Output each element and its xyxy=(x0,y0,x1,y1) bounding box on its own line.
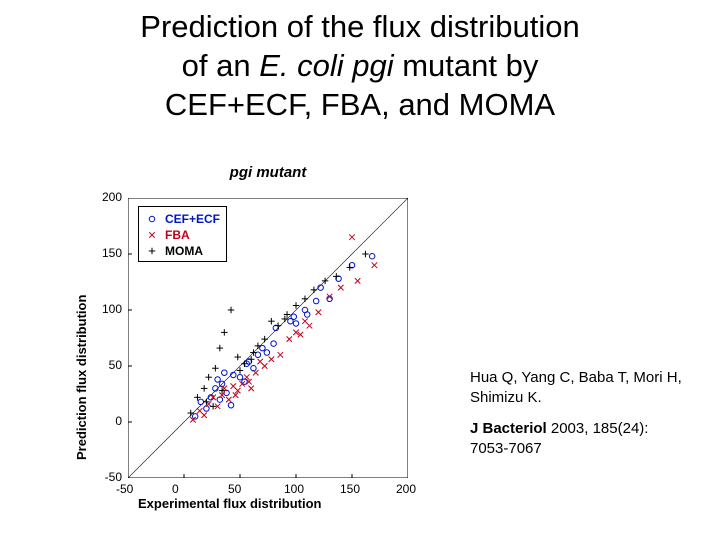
legend-item: CEF+ECF xyxy=(145,211,220,227)
citation: Hua Q, Yang C, Baba T, Mori H, Shimizu K… xyxy=(470,368,690,459)
y-tick-label: 150 xyxy=(102,246,122,260)
citation-authors: Hua Q, Yang C, Baba T, Mori H, Shimizu K… xyxy=(470,368,690,409)
y-tick-label: 200 xyxy=(102,190,122,204)
y-tick-label: -50 xyxy=(105,470,122,484)
title-line-2: of an E. coli pgi mutant by xyxy=(30,47,690,86)
legend-item: MOMA xyxy=(145,243,220,259)
legend-label: FBA xyxy=(165,228,190,242)
x-tick-label: 200 xyxy=(396,482,416,496)
legend: CEF+ECF FBA MOMA xyxy=(138,206,227,262)
legend-label: MOMA xyxy=(165,244,203,258)
x-tick-label: 150 xyxy=(340,482,360,496)
legend-marker-x-icon xyxy=(145,228,159,242)
x-tick-label: 100 xyxy=(284,482,304,496)
x-tick-label: 0 xyxy=(172,482,179,496)
title-line-1: Prediction of the flux distribution xyxy=(30,8,690,47)
legend-label: CEF+ECF xyxy=(165,212,220,226)
scatter-chart: pgi mutant Prediction flux distribution … xyxy=(60,160,430,530)
y-tick-label: 100 xyxy=(102,302,122,316)
x-tick-label: -50 xyxy=(116,482,133,496)
legend-item: FBA xyxy=(145,227,220,243)
legend-marker-circle-icon xyxy=(145,212,159,226)
title-line-3: CEF+ECF, FBA, and MOMA xyxy=(30,86,690,125)
page-title: Prediction of the flux distribution of a… xyxy=(0,0,720,124)
chart-title: pgi mutant xyxy=(128,164,408,181)
x-axis-label: Experimental flux distribution xyxy=(138,496,321,511)
y-tick-label: 0 xyxy=(115,414,122,428)
y-axis-label: Prediction flux distribution xyxy=(74,295,89,460)
y-tick-label: 50 xyxy=(109,358,122,372)
citation-ref: J Bacteriol 2003, 185(24): 7053-7067 xyxy=(470,419,690,460)
x-tick-label: 50 xyxy=(228,482,241,496)
legend-marker-plus-icon xyxy=(145,244,159,258)
